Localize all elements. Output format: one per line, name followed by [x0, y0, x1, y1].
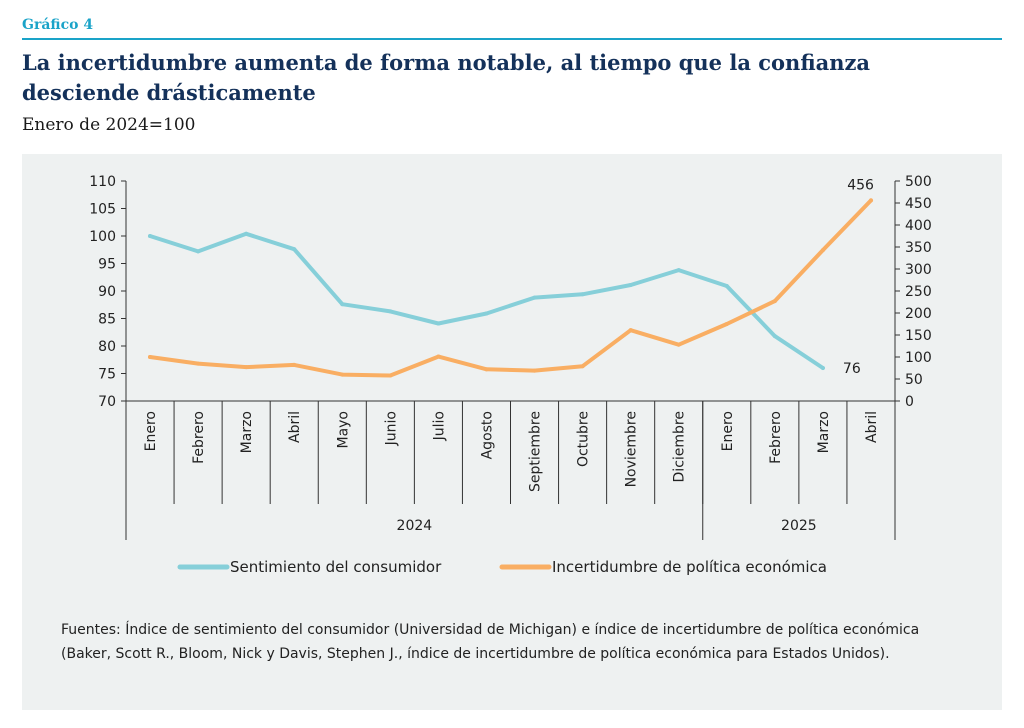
data-point	[340, 372, 345, 377]
left-tick-label: 110	[89, 174, 116, 190]
policy-uncertainty-line	[148, 198, 873, 378]
data-point	[724, 322, 729, 326]
data-point	[868, 198, 873, 203]
data-point	[196, 249, 201, 254]
right-tick-label: 100	[905, 350, 932, 366]
data-point	[244, 231, 249, 236]
left-tick-label: 95	[98, 257, 116, 273]
header-rule	[22, 38, 1002, 40]
x-tick-label: Agosto	[479, 411, 495, 459]
data-point	[676, 342, 681, 347]
data-point	[772, 334, 777, 339]
year-group-label: 2024	[397, 518, 433, 534]
chart-panel: 70 75 80 85 90 95 100 105 110 0 50 100 150 200 250 300 3…	[22, 154, 1002, 710]
right-tick-label: 350	[905, 240, 932, 256]
data-point	[388, 373, 393, 378]
right-tick-label: 300	[905, 262, 932, 278]
data-point	[484, 367, 489, 372]
data-point	[340, 302, 345, 307]
x-tick-label: Septiembre	[528, 411, 544, 492]
data-label: 76	[843, 361, 861, 377]
legend-label: Sentimiento del consumidor	[230, 558, 442, 576]
left-tick-label: 100	[89, 229, 116, 245]
data-point	[244, 365, 249, 370]
data-point	[676, 268, 681, 273]
consumer-sentiment-line	[148, 231, 825, 370]
right-tick-label: 500	[905, 174, 932, 190]
left-tick-label: 80	[98, 339, 116, 355]
data-point	[820, 248, 825, 253]
data-point	[628, 328, 633, 333]
right-tick-label: 150	[905, 328, 932, 344]
right-tick-label: 450	[905, 196, 932, 212]
x-tick-label: Junio	[383, 411, 399, 446]
data-point	[532, 295, 537, 300]
data-point	[532, 368, 537, 373]
data-point	[292, 247, 297, 252]
x-tick-label: Abril	[287, 411, 303, 443]
data-point	[724, 284, 729, 289]
data-point	[292, 362, 297, 367]
chart-subtitle: Enero de 2024=100	[22, 115, 196, 135]
x-tick-label: Febrero	[191, 411, 207, 464]
figure-label: Gráfico 4	[22, 17, 94, 33]
left-tick-label: 70	[98, 394, 116, 410]
data-point	[628, 282, 633, 287]
data-point	[148, 234, 153, 238]
data-label: 456	[847, 177, 874, 193]
left-tick-label: 85	[98, 312, 116, 328]
right-tick-label: 0	[905, 394, 914, 410]
data-point	[436, 354, 441, 359]
line-chart: 70 75 80 85 90 95 100 105 110 0 50 100 150 200 250 300 3…	[89, 174, 932, 576]
x-tick-label: Julio	[431, 411, 447, 441]
data-point	[772, 299, 777, 304]
data-point	[580, 364, 585, 369]
data-point	[580, 292, 585, 297]
x-tick-label: Abril	[864, 411, 880, 443]
year-group-label: 2025	[781, 518, 817, 534]
x-tick-label: Octubre	[576, 411, 592, 467]
x-tick-label: Febrero	[768, 411, 784, 464]
right-tick-label: 50	[905, 372, 923, 388]
data-point	[820, 366, 825, 370]
left-tick-label: 105	[89, 202, 116, 218]
x-tick-label: Marzo	[239, 411, 255, 453]
x-tick-label: Diciembre	[672, 411, 688, 482]
x-tick-label: Enero	[720, 411, 736, 451]
data-point	[436, 321, 441, 326]
data-point	[388, 309, 393, 314]
x-tick-label: Marzo	[816, 411, 832, 453]
source-note: Fuentes: Índice de sentimiento del consu…	[61, 622, 920, 662]
right-tick-label: 250	[905, 284, 932, 300]
x-tick-label: Noviembre	[624, 411, 640, 487]
data-point	[484, 311, 489, 316]
data-point	[148, 355, 153, 359]
left-tick-label: 75	[98, 367, 116, 383]
right-tick-label: 400	[905, 218, 932, 234]
left-tick-label: 90	[98, 284, 116, 300]
chart-title: La incertidumbre aumenta de forma notabl…	[22, 50, 870, 105]
right-tick-label: 200	[905, 306, 932, 322]
data-point	[196, 361, 201, 366]
x-tick-label: Enero	[143, 411, 159, 451]
legend-label: Incertidumbre de política económica	[552, 558, 827, 576]
x-tick-label: Mayo	[335, 411, 351, 449]
